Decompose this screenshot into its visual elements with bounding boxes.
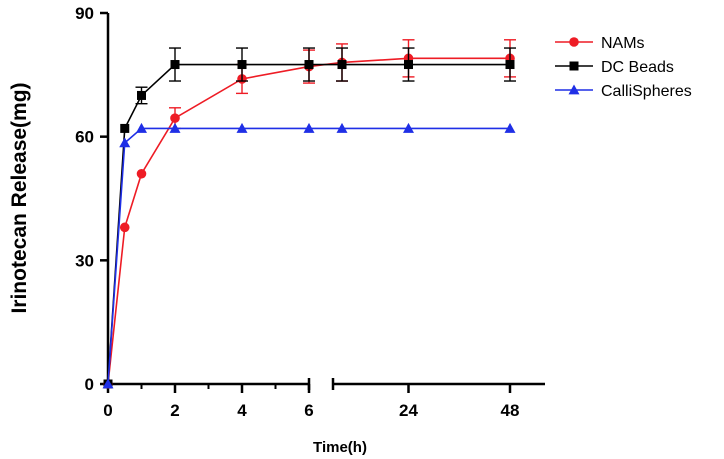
data-point [237, 60, 247, 70]
y-tick-label: 90 [75, 4, 94, 23]
data-point [119, 137, 131, 148]
series-nams [103, 39, 516, 389]
y-axis-title: Irinotecan Release(mg) [8, 82, 31, 313]
data-point [336, 122, 348, 133]
legend-label: CalliSpheres [601, 83, 692, 100]
data-point [136, 168, 147, 179]
legend-marker [569, 37, 579, 47]
legend: NAMs DC Beads CalliSpheres [555, 35, 692, 100]
data-point [403, 122, 414, 133]
legend-label: NAMs [601, 35, 645, 52]
y-tick-label: 0 [85, 375, 94, 394]
x-tick-label: 2 [170, 401, 179, 420]
data-point [136, 122, 147, 133]
data-point [505, 60, 515, 70]
series-line [107, 63, 510, 385]
data-point [137, 90, 146, 100]
legend-marker [569, 61, 579, 71]
y-tick-label: 30 [75, 251, 94, 270]
x-axis-title: Time(h) [313, 439, 367, 456]
x-tick-label: 24 [399, 401, 418, 420]
data-point [120, 123, 130, 133]
data-point [170, 113, 180, 123]
x-tick-label: 48 [501, 401, 520, 420]
data-point [119, 222, 130, 233]
x-tick-label: 4 [237, 401, 247, 420]
legend-entry-nams: NAMs [555, 35, 645, 52]
series-line [107, 127, 510, 385]
legend-entry-dc-beads: DC Beads [555, 59, 674, 76]
legend-entry-callispheres: CalliSpheres [555, 83, 692, 100]
legend-label: DC Beads [601, 59, 674, 76]
data-point [337, 60, 347, 70]
series-layer [102, 39, 516, 389]
data-point [504, 122, 516, 133]
data-point [404, 60, 413, 70]
legend-marker [568, 84, 580, 95]
data-point [169, 122, 181, 133]
data-point [303, 122, 315, 133]
data-point [236, 122, 248, 133]
y-tick-label: 60 [75, 128, 94, 147]
series-dc-beads [103, 47, 516, 389]
x-tick-label: 0 [103, 401, 112, 420]
data-point [304, 60, 314, 70]
series-callispheres [102, 122, 516, 389]
data-point [170, 60, 180, 70]
series-line [107, 57, 510, 385]
x-tick-label: 6 [304, 401, 313, 420]
data-point [102, 378, 114, 389]
